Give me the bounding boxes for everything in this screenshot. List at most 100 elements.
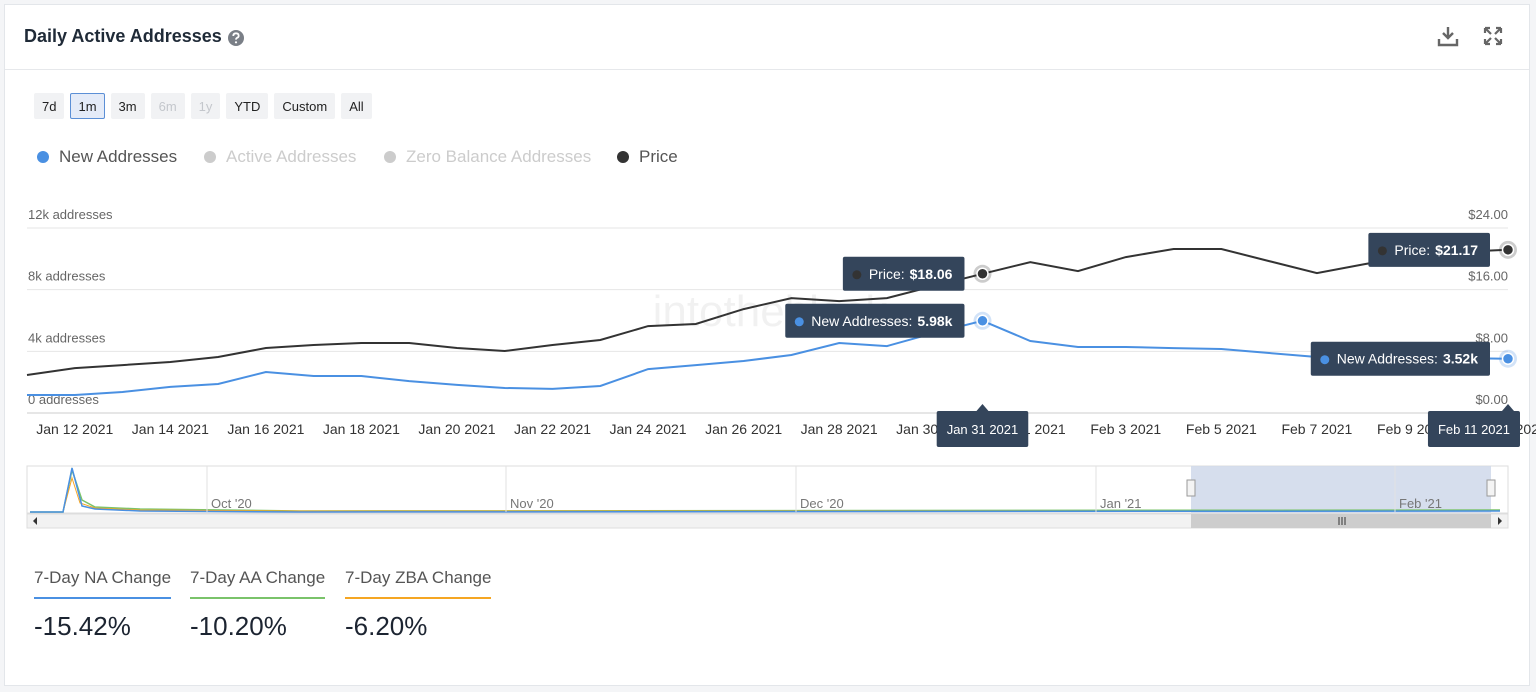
scroll-right[interactable] (1498, 517, 1502, 525)
legend-marker (204, 151, 216, 163)
card-header: Daily Active Addresses (5, 5, 1529, 70)
stat: 7-Day AA Change -10.20% (190, 568, 326, 642)
tooltip-dot (852, 270, 862, 280)
tooltip-dot (1377, 246, 1387, 256)
date-tooltip-caret (976, 404, 989, 411)
tooltip-dot (794, 317, 804, 327)
x-tick-label: Jan 26 2021 (705, 421, 782, 437)
stat-value: -10.20% (190, 611, 287, 641)
legend-marker (37, 151, 49, 163)
tooltip-name: New Addresses: (1337, 351, 1438, 367)
legend-label: Price (639, 147, 678, 166)
legend-label: Active Addresses (226, 147, 356, 166)
tooltip-box (1368, 232, 1490, 267)
date-tooltip-caret (1502, 404, 1514, 411)
stat-value: -15.42% (34, 611, 131, 641)
point (1501, 352, 1515, 365)
x-tick-label: Jan 24 2021 (610, 421, 687, 437)
date-tooltip-box (936, 411, 1029, 447)
legend-label: New Addresses (59, 147, 177, 166)
legend-marker (384, 151, 396, 163)
tooltip-box (1310, 341, 1490, 376)
legend-item[interactable]: Price (617, 147, 678, 166)
navigator (26, 465, 1509, 529)
x-tick-label: Jan 20 2021 (418, 421, 495, 437)
x-tick-label: Jan 18 2021 (323, 421, 400, 437)
fullscreen-icon[interactable] (1483, 26, 1503, 46)
scrollbar-track[interactable] (26, 513, 1509, 529)
navigator-handle[interactable] (1186, 479, 1196, 497)
x-tick-label: Jan 28 2021 (801, 421, 878, 437)
scroll-left[interactable] (33, 517, 37, 525)
x-tick-label: Feb 3 2021 (1090, 421, 1161, 437)
tooltip-value: $18.06 (910, 266, 953, 282)
date-tooltip-label: Jan 31 2021 (947, 422, 1019, 437)
date-tooltip: Jan 31 2021 (936, 404, 1029, 447)
tooltip-box (785, 303, 965, 338)
navigator-label: Jan '21 (1100, 496, 1142, 511)
stat: 7-Day NA Change -15.42% (34, 568, 172, 642)
legend-item[interactable]: Active Addresses (204, 147, 356, 166)
navigator-selection[interactable] (1191, 466, 1491, 513)
tooltip-name: Price: (1394, 242, 1430, 258)
y-tick-label: 8k addresses (28, 269, 106, 284)
scrollbar-thumb[interactable] (1191, 514, 1491, 528)
scrollbar-grip (1338, 517, 1346, 525)
tooltip-value: 5.98k (917, 313, 952, 329)
tooltip-name: New Addresses: (811, 313, 912, 329)
x-tick-label: Jan 22 2021 (514, 421, 591, 437)
navigator-label: Nov '20 (510, 496, 554, 511)
stat: 7-Day ZBA Change -6.20% (345, 568, 492, 642)
range-button: 6m (150, 93, 185, 119)
date-tooltip-label: Feb 11 2021 (1438, 422, 1510, 437)
tooltip: New Addresses: 5.98k (785, 303, 992, 338)
x-tick-label: Feb 5 2021 (1186, 421, 1257, 437)
y2-tick-label: $24.00 (1468, 207, 1508, 222)
y-tick-label: 4k addresses (28, 330, 106, 345)
legend-marker (617, 151, 629, 163)
x-tick-label: Feb 7 2021 (1281, 421, 1352, 437)
tooltip: New Addresses: 3.52k (1310, 341, 1517, 376)
y-tick-label: 12k addresses (28, 207, 113, 222)
range-button[interactable]: 1m (70, 93, 105, 119)
date-tooltip: Feb 11 2021 (1427, 404, 1520, 447)
range-button[interactable]: 7d (34, 93, 65, 119)
tooltip: Price: $18.06 (842, 256, 992, 291)
stat-label: 7-Day NA Change (34, 568, 172, 599)
tooltip-box (842, 256, 965, 291)
point (976, 314, 989, 328)
legend-item[interactable]: Zero Balance Addresses (384, 147, 591, 166)
y2-tick-label: $16.00 (1468, 269, 1508, 284)
range-button: 1y (190, 93, 221, 119)
stat-label: 7-Day ZBA Change (345, 568, 492, 599)
download-icon[interactable] (1437, 25, 1459, 47)
range-buttons: 7d 1m 3m 6m 1y YTD Custom All (34, 93, 372, 119)
tooltip-name: Price: (869, 266, 905, 282)
range-button[interactable]: 3m (110, 93, 145, 119)
y2-tick-label: $8.00 (1475, 330, 1508, 345)
tooltip-value: $21.17 (1435, 242, 1478, 258)
x-tick-label: Jan 14 2021 (132, 421, 209, 437)
series-line (26, 248, 1509, 376)
navigator-handle[interactable] (1486, 479, 1496, 497)
x-tick-label: Jan 16 2021 (227, 421, 304, 437)
legend-label: Zero Balance Addresses (406, 147, 591, 166)
navigator-line (30, 467, 1501, 513)
date-tooltip-box (1427, 411, 1520, 447)
help-icon[interactable] (227, 29, 245, 47)
series-line (27, 319, 1509, 396)
legend-item[interactable]: New Addresses (37, 147, 177, 166)
point (1501, 243, 1515, 257)
range-button[interactable]: YTD (226, 93, 269, 119)
point (976, 267, 989, 281)
navigator-label: Dec '20 (800, 496, 844, 511)
tooltip: Price: $21.17 (1368, 232, 1517, 267)
stat-label: 7-Day AA Change (190, 568, 326, 599)
range-button[interactable]: Custom (274, 93, 336, 119)
stat-value: -6.20% (345, 611, 428, 641)
y2-tick-label: $0.00 (1475, 392, 1508, 407)
range-button[interactable]: All (341, 93, 372, 119)
x-tick-label: Jan 12 2021 (36, 421, 113, 437)
